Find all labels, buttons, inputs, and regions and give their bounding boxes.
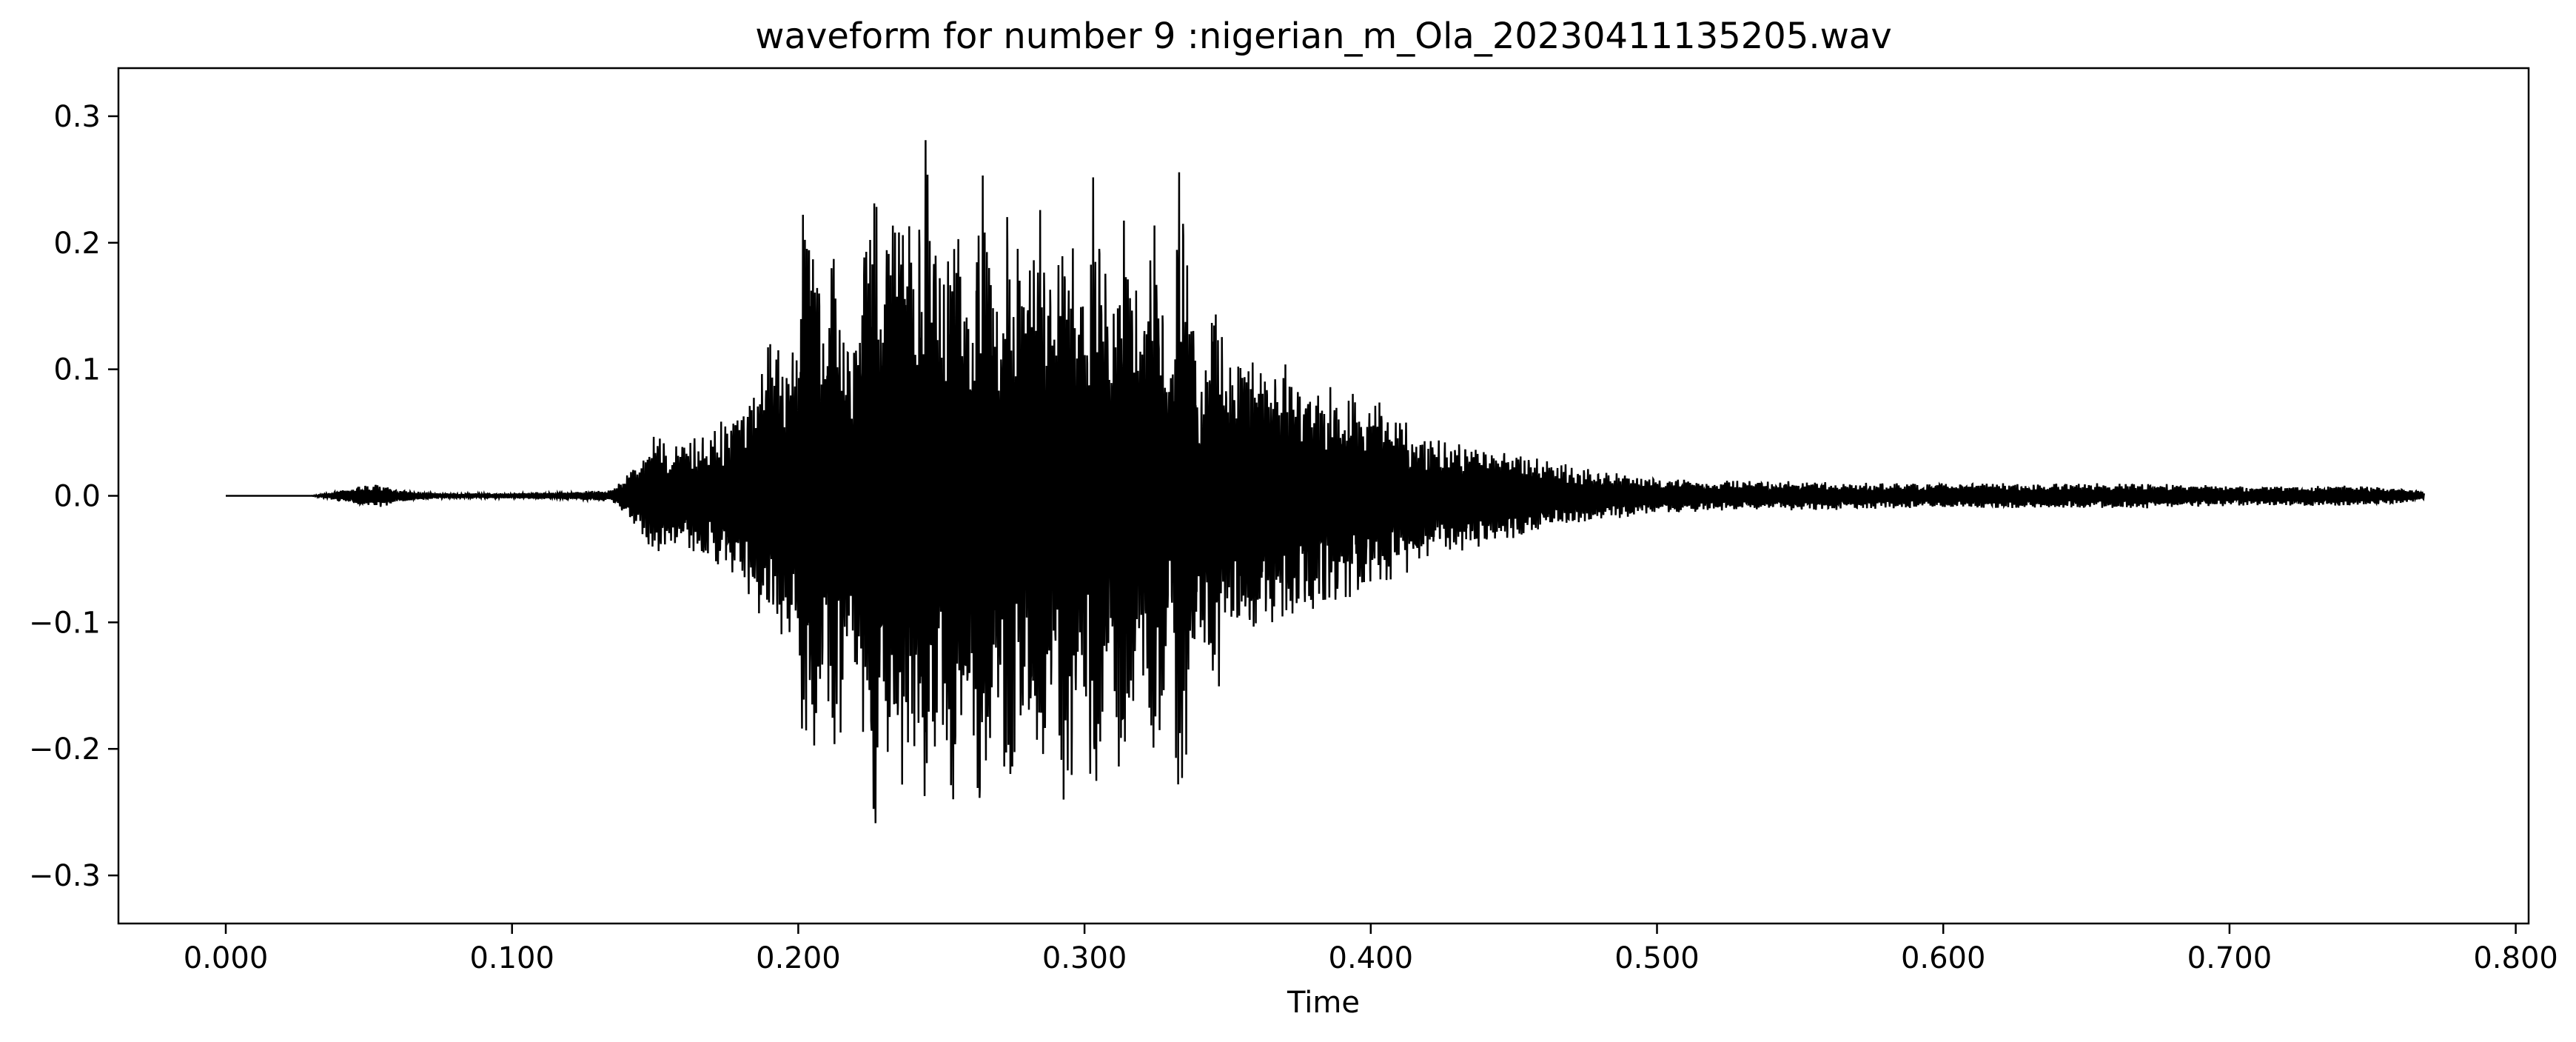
x-tick-label: 0.100 xyxy=(469,941,554,975)
waveform-layer xyxy=(226,140,2426,824)
x-tick-label: 0.800 xyxy=(2473,941,2558,975)
y-tick-label: 0.3 xyxy=(53,100,101,134)
y-tick-label: −0.1 xyxy=(29,606,101,640)
x-tick-label: 0.500 xyxy=(1614,941,1700,975)
x-tick-label: 0.200 xyxy=(756,941,841,975)
y-tick-label: −0.3 xyxy=(29,859,101,893)
x-tick-label: 0.300 xyxy=(1042,941,1127,975)
y-tick-label: 0.2 xyxy=(53,227,101,261)
x-axis: 0.000 0.100 0.200 0.300 0.400 0.500 0.600 0.700… xyxy=(184,924,2558,975)
x-tick-label: 0.600 xyxy=(1901,941,1986,975)
waveform-series-line xyxy=(226,140,2426,824)
y-axis: −0.3 −0.2 −0.1 0.0 0.1 0.2 0.3 xyxy=(29,100,118,893)
x-tick-label: 0.400 xyxy=(1329,941,1414,975)
x-axis-label: Time xyxy=(1287,986,1360,1020)
chart-title: waveform for number 9 :nigerian_m_Ola_20… xyxy=(755,16,1891,57)
y-tick-label: 0.1 xyxy=(53,353,101,387)
x-tick-label: 0.000 xyxy=(184,941,269,975)
y-tick-label: −0.2 xyxy=(29,732,101,767)
x-tick-label: 0.700 xyxy=(2187,941,2273,975)
plot-frame xyxy=(117,67,2530,925)
y-tick-label: 0.0 xyxy=(53,480,101,514)
